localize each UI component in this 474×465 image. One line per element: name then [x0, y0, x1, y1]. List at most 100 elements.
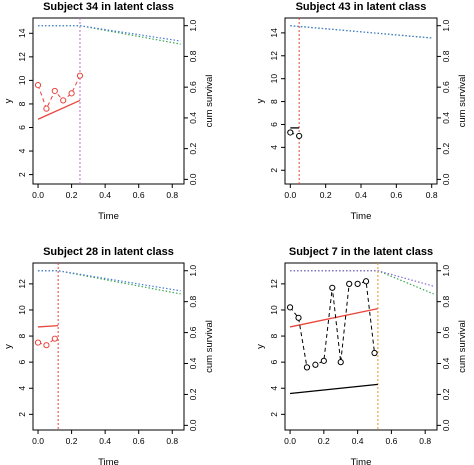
observation-point — [354, 280, 361, 287]
observation-point — [295, 314, 302, 321]
observation-point — [286, 304, 294, 311]
x-tick-label: 0.0 — [284, 436, 296, 446]
y2-tick-label: 0.4 — [441, 112, 451, 124]
observation-point — [34, 82, 42, 89]
y2-axis-label: cum survival — [204, 75, 215, 128]
x-tick-label: 0.8 — [166, 436, 178, 446]
y-tick-label: 8 — [269, 99, 279, 104]
x-axis-label: Time — [351, 457, 372, 465]
observation-point — [60, 97, 67, 104]
y2-tick-label: 1.0 — [188, 265, 198, 277]
x-tick-label: 0.8 — [419, 436, 431, 446]
y2-tick-label: 0.4 — [441, 357, 451, 369]
observation-point — [68, 90, 75, 97]
y2-tick-label: 0.8 — [188, 50, 198, 62]
x-axis-label: Time — [98, 211, 119, 222]
survival-curve-1 — [38, 25, 181, 45]
y2-tick-label: 0.0 — [188, 419, 198, 431]
x-tick-label: 0.4 — [99, 190, 111, 200]
x-tick-label: 0.4 — [352, 436, 364, 446]
x-tick-label: 0.8 — [426, 190, 438, 200]
fitted-line-1 — [37, 324, 59, 328]
y2-tick-label: 0.0 — [441, 419, 451, 431]
plot-frame — [32, 262, 185, 431]
observation-path — [37, 75, 81, 110]
observation-point — [76, 72, 84, 79]
y-tick-label: 12 — [17, 52, 27, 62]
y-tick-label: 12 — [17, 279, 27, 289]
y-tick-label: 10 — [17, 75, 27, 85]
survival-curve-2 — [38, 25, 181, 42]
chart-title: Subject 28 in latent class — [43, 246, 174, 258]
panel-2: Subject 43 in latent class 0.0 0.2 0.4 0.6 0.… — [255, 1, 468, 222]
y-tick-label: 4 — [17, 386, 27, 391]
x-tick-label: 0.4 — [99, 436, 111, 446]
chart-title: Subject 43 in latent class — [296, 1, 427, 13]
observation-point — [51, 87, 58, 95]
y-tick-label: 2 — [17, 412, 27, 417]
y-tick-label: 8 — [17, 333, 27, 338]
y-tick-label: 12 — [269, 279, 279, 289]
y2-axis-label: cum survival — [204, 320, 215, 373]
y2-tick-label: 0.0 — [188, 173, 198, 185]
x-tick-label: 0.8 — [166, 190, 178, 200]
x-tick-label: 0.0 — [32, 190, 44, 200]
y2-tick-label: 0.2 — [441, 388, 451, 400]
chart-title: Subject 34 in latent class — [43, 1, 174, 13]
observation-point — [296, 132, 303, 140]
y-tick-label: 4 — [269, 386, 279, 391]
x-tick-label: 0.0 — [32, 436, 44, 446]
observation-point — [337, 359, 344, 366]
y2-tick-label: 0.8 — [441, 295, 451, 307]
y-tick-label: 10 — [269, 305, 279, 315]
y-tick-label: 6 — [269, 360, 279, 365]
x-tick-label: 0.6 — [385, 436, 397, 446]
y-tick-label: 14 — [269, 28, 279, 38]
chart-title: Subject 7 in the latent class — [289, 246, 433, 258]
y-tick-label: 2 — [17, 172, 27, 177]
x-tick-label: 0.2 — [66, 436, 78, 446]
x-tick-label: 0.2 — [320, 190, 332, 200]
y2-tick-label: 0.4 — [188, 112, 198, 124]
x-tick-label: 0.2 — [66, 190, 78, 200]
y-tick-label: 10 — [269, 74, 279, 84]
plot-frame — [32, 17, 185, 185]
y-tick-label: 4 — [269, 145, 279, 150]
y2-tick-label: 0.6 — [441, 81, 451, 93]
x-axis-label: Time — [351, 211, 372, 222]
observation-point — [287, 129, 294, 136]
y2-tick-label: 0.8 — [188, 295, 198, 307]
observation-point — [320, 357, 327, 364]
fitted-line-1 — [289, 308, 379, 328]
y-tick-label: 6 — [17, 360, 27, 365]
x-tick-label: 0.2 — [318, 436, 330, 446]
y-tick-label: 2 — [269, 412, 279, 417]
y-axis-label: y — [3, 98, 14, 103]
y-axis-label: y — [255, 98, 266, 103]
y2-tick-label: 0.6 — [188, 326, 198, 338]
y2-tick-label: 0.0 — [441, 173, 451, 185]
plot-frame — [284, 17, 438, 185]
y2-axis-label: cum survival — [457, 75, 468, 128]
y2-tick-label: 0.2 — [441, 142, 451, 154]
y-tick-label: 12 — [269, 51, 279, 61]
observation-point — [312, 361, 319, 368]
survival-curve-2 — [290, 25, 432, 39]
observation-point — [303, 364, 311, 371]
survival-curve-1 — [38, 270, 181, 295]
observation-point — [371, 349, 378, 357]
y-tick-label: 2 — [269, 168, 279, 173]
x-tick-label: 0.0 — [284, 190, 296, 200]
y2-tick-label: 0.4 — [188, 357, 198, 369]
observation-point — [43, 342, 50, 349]
plot-frame — [284, 262, 438, 431]
observation-point — [43, 105, 50, 112]
y-tick-label: 6 — [269, 122, 279, 127]
x-tick-label: 0.6 — [390, 190, 402, 200]
y2-tick-label: 1.0 — [441, 20, 451, 32]
y2-tick-label: 0.6 — [188, 81, 198, 93]
y-tick-label: 4 — [17, 148, 27, 153]
panel-3: Subject 28 in latent class 0.0 0.2 0.4 0.6 0.… — [3, 246, 215, 465]
